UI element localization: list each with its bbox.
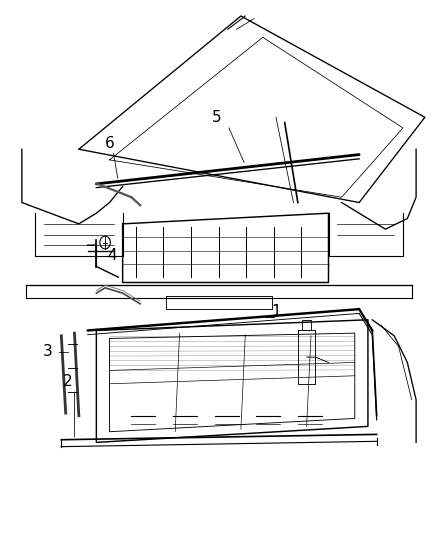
- Text: 5: 5: [212, 110, 222, 125]
- Text: 2: 2: [63, 374, 73, 389]
- Text: 6: 6: [105, 136, 114, 151]
- Text: 1: 1: [271, 304, 281, 319]
- Text: 4: 4: [107, 248, 117, 263]
- Text: 3: 3: [43, 344, 53, 359]
